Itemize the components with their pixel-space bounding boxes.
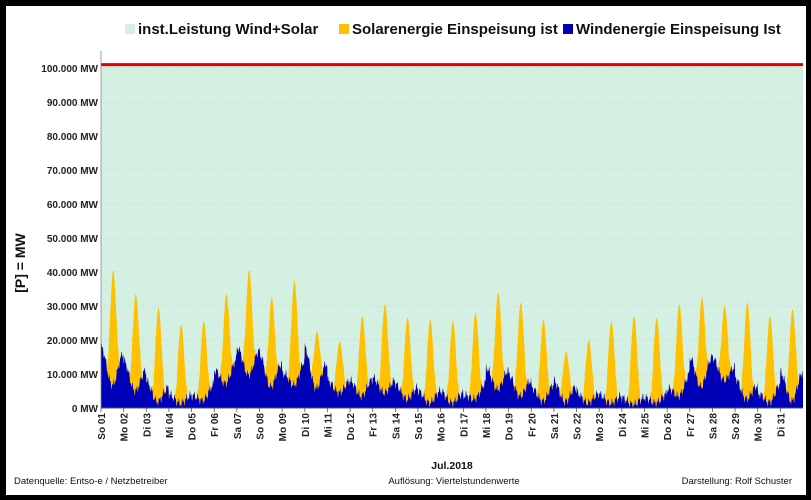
x-axis-label: Jul.2018 [431,460,473,472]
y-axis-ticks: 0 MW 10.000 MW 20.000 MW 30.000 MW 40.000 MW… [41,64,98,415]
y-axis-label: [P] = MW [12,232,28,292]
chart-svg: inst.Leistung Wind+Solar Solarenergie Ei… [12,21,803,487]
x-tick-label: Fr 20 [527,413,538,437]
x-tick-label: Di 17 [459,413,470,437]
y-tick-label: 80.000 MW [47,132,99,143]
solar-series-area [101,270,803,408]
legend-label-solar: Solarenergie Einspeisung ist [352,21,558,38]
x-tick-label: So 08 [256,413,267,440]
x-tick-label: Mo 16 [437,413,448,442]
x-tick-label: So 15 [414,413,425,440]
x-tick-label: Mo 23 [595,413,606,442]
x-tick-label: Fr 27 [686,413,697,437]
x-tick-label: Do 12 [346,413,357,441]
resolution-note: Auflösung: Viertelstundenwerte [388,476,519,487]
y-tick-label: 50.000 MW [47,234,99,245]
legend-swatch-wind [563,24,573,34]
legend-swatch-solar [339,24,349,34]
x-tick-label: So 01 [97,413,108,440]
legend: inst.Leistung Wind+Solar Solarenergie Ei… [125,21,781,38]
x-tick-label: Mo 30 [754,413,765,442]
y-tick-label: 0 MW [72,404,99,415]
y-tick-label: 100.000 MW [41,64,98,75]
wind-series-area [101,342,803,408]
x-tick-label: So 22 [573,413,584,440]
x-tick-label: Do 05 [188,413,199,441]
legend-label-installed: inst.Leistung Wind+Solar [138,21,318,38]
x-tick-label: Fr 13 [369,413,380,437]
x-tick-label: Mo 09 [278,413,289,442]
legend-swatch-installed [125,24,135,34]
author-note: Darstellung: Rolf Schuster [682,476,792,487]
x-tick-label: Di 03 [142,413,153,437]
y-tick-label: 40.000 MW [47,268,99,279]
source-note: Datenquelle: Entso-e / Netzbetreiber [14,476,168,487]
x-tick-label: Mi 04 [165,413,176,438]
y-tick-label: 20.000 MW [47,336,99,347]
x-tick-label: Do 26 [663,413,674,441]
x-tick-label: Di 10 [301,413,312,437]
y-tick-label: 30.000 MW [47,302,99,313]
x-tick-label: Sa 07 [233,413,244,440]
x-tick-label: Sa 28 [708,413,719,440]
y-tick-label: 60.000 MW [47,200,99,211]
y-tick-label: 10.000 MW [47,370,99,381]
x-tick-label: Mi 18 [482,413,493,438]
x-tick-label: Mi 11 [324,413,335,438]
x-tick-label: Mo 02 [120,413,131,442]
x-tick-label: Fr 06 [210,413,221,437]
x-axis-ticks: So 01 Mo 02 Di 03 Mi 04 Do 05 Fr 06 Sa 07 So 08… [97,51,803,441]
x-tick-label: Mi 25 [641,413,652,438]
x-tick-label: Sa 14 [391,413,402,440]
y-tick-label: 70.000 MW [47,166,99,177]
y-tick-label: 90.000 MW [47,98,99,109]
legend-label-wind: Windenergie Einspeisung Ist [576,21,781,38]
x-tick-label: So 29 [731,413,742,440]
chart-frame: inst.Leistung Wind+Solar Solarenergie Ei… [6,6,806,495]
x-tick-label: Do 19 [505,413,516,441]
x-tick-label: Di 31 [776,413,787,437]
x-tick-label: Sa 21 [550,413,561,440]
x-tick-label: Di 24 [618,413,629,437]
